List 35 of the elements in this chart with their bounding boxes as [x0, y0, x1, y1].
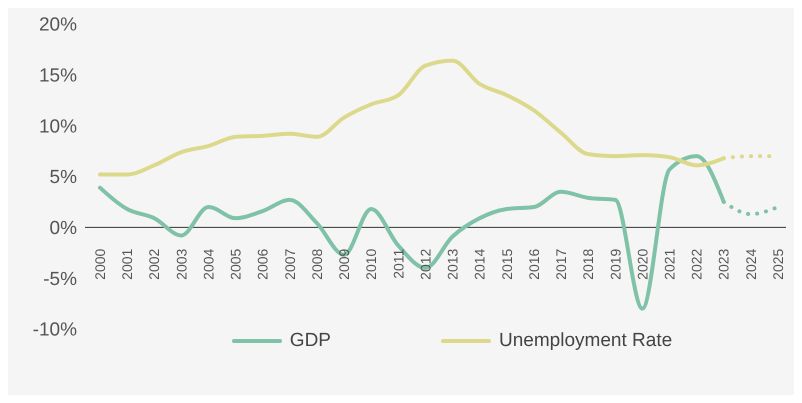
- y-tick-label: 10%: [38, 116, 78, 138]
- x-tick-label: 2004: [200, 248, 216, 280]
- x-tick-label: 2023: [716, 248, 732, 280]
- x-tick-label: 2024: [742, 248, 759, 280]
- x-tick-label: 2014: [472, 248, 488, 280]
- x-tick-label: 2016: [526, 248, 542, 280]
- x-tick-label: 2009: [336, 248, 352, 280]
- legend-label: GDP: [290, 330, 331, 352]
- x-tick-label: 2010: [363, 248, 380, 280]
- y-tick-label: 15%: [38, 66, 78, 87]
- x-tick-label: 2025: [770, 248, 786, 280]
- x-tick-label: 2012: [417, 248, 434, 280]
- y-tick-label: -5%: [43, 268, 78, 290]
- x-tick-label: 2003: [173, 248, 190, 280]
- x-tick-label: 2002: [146, 248, 162, 280]
- x-tick-label: 2021: [662, 248, 678, 280]
- y-tick-label: 5%: [50, 167, 78, 188]
- x-tick-label: 2006: [254, 248, 271, 280]
- x-tick-label: 2005: [228, 248, 244, 280]
- y-tick-label: 0%: [50, 218, 78, 240]
- x-tick-label: 2018: [580, 248, 596, 280]
- y-tick-label: -10%: [32, 320, 78, 341]
- x-tick-label: 2008: [308, 248, 325, 280]
- x-tick-label: 2007: [282, 248, 298, 280]
- x-tick-label: 2013: [444, 248, 461, 280]
- x-tick-label: 2022: [688, 248, 705, 280]
- x-tick-label: 2001: [119, 248, 136, 280]
- x-tick-label: 2017: [553, 248, 570, 280]
- y-tick-label: 20%: [38, 14, 78, 36]
- x-tick-label: 2020: [634, 248, 650, 280]
- x-tick-label: 2000: [92, 248, 108, 280]
- legend-label: Unemployment Rate: [498, 330, 672, 352]
- x-tick-label: 2015: [498, 248, 515, 280]
- x-tick-label: 2011: [390, 248, 406, 279]
- x-tick-label: 2019: [607, 248, 624, 280]
